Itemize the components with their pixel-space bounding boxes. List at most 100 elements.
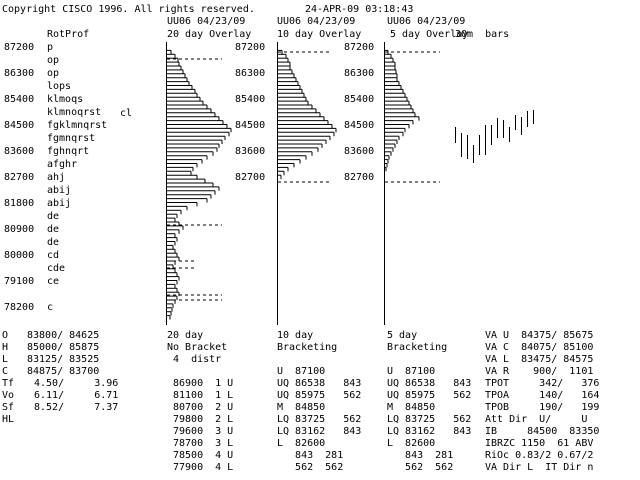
price-label: 83600: [235, 146, 266, 157]
stats-row: UQ 86538 843: [277, 378, 362, 389]
stats-row: 843 281: [387, 450, 454, 461]
stats-row: U 87100: [277, 366, 326, 377]
stats-row: TPOB 190/ 199: [485, 402, 600, 413]
price-label: 86300: [4, 68, 35, 79]
tpo-row: lops: [47, 81, 72, 92]
stats-row: 562 562: [387, 462, 454, 473]
panel-10-header: UU06 04/23/09: [277, 16, 356, 27]
close-marker-label: cl: [120, 108, 133, 119]
tpo-row: ahj: [47, 172, 66, 183]
tpo-row: klmnoqrst: [47, 107, 102, 118]
price-label: 81800: [4, 198, 35, 209]
price-label: 84500: [4, 120, 35, 131]
stats-row: LQ 83162 843: [277, 426, 362, 437]
tpo-row: c: [47, 302, 54, 313]
stats-row: M 84850: [387, 402, 436, 413]
stat-value: 6.11/ 6.71: [34, 390, 119, 401]
rotprof-title: RotProf: [47, 29, 90, 40]
stats-row: LQ 83725 562: [277, 414, 362, 425]
stats-row: 80700 2 U: [173, 402, 234, 413]
stats-row: 562 562: [277, 462, 344, 473]
stats-row: UQ 86538 843: [387, 378, 472, 389]
tpo-row: de: [47, 224, 60, 235]
stats-row: VA R 900/ 1101: [485, 366, 594, 377]
tpo-row: fgklmnqrst: [47, 120, 108, 131]
stats-row: VA Dir L IT Dir n: [485, 462, 594, 473]
stats-row: LQ 83162 843: [387, 426, 472, 437]
price-label: 84500: [235, 120, 266, 131]
stats-title: 5 day: [387, 330, 418, 341]
stat-value: 4.50/ 3.96: [34, 378, 119, 389]
tpo-row: klmoqs: [47, 94, 84, 105]
price-label: 85400: [235, 94, 266, 105]
price-label: 82700: [235, 172, 266, 183]
price-label: 82700: [344, 172, 375, 183]
price-label: 83600: [4, 146, 35, 157]
stat-label: O: [2, 330, 9, 341]
stats-row: RiOc 0.83/2 0.67/2: [485, 450, 594, 461]
stats-row: M 84850: [277, 402, 326, 413]
price-label: 87200: [235, 42, 266, 53]
panel-10-title: 10 day Overlay: [277, 29, 362, 40]
stat-value: 85000/ 85875: [27, 342, 100, 353]
stat-label: H: [2, 342, 9, 353]
price-label: 80900: [4, 224, 35, 235]
tpo-row: op: [47, 55, 60, 66]
price-label: 85400: [344, 94, 375, 105]
stats-row: TPOA 140/ 164: [485, 390, 600, 401]
stat-label: Vo: [2, 390, 15, 401]
panel-5-title: 5 day Overlay: [390, 29, 469, 40]
tpo-row: op: [47, 68, 60, 79]
panel-5-axis: [384, 42, 385, 325]
price-label: 82700: [4, 172, 35, 183]
datetime-text: 24-APR-09 03:18:43: [305, 4, 414, 15]
tpo-row: fghnqrt: [47, 146, 90, 157]
tpo-row: de: [47, 237, 60, 248]
panel-10-axis: [277, 42, 278, 325]
stat-value: 83125/ 83525: [27, 354, 100, 365]
tpo-row: de: [47, 211, 60, 222]
panel-20-header: UU06 04/23/09: [167, 16, 246, 27]
price-label: 87200: [344, 42, 375, 53]
stat-label: HL: [2, 414, 15, 425]
stats-distr: 4 distr: [167, 354, 222, 365]
tpo-row: p: [47, 42, 54, 53]
stats-row: IBRZC 1150 61 ABV: [485, 438, 594, 449]
stats-row: IB 84500 83350: [485, 426, 600, 437]
stats-row: VA L 83475/ 84575: [485, 354, 594, 365]
stats-row: UQ 85975 562: [387, 390, 472, 401]
stats-row: 86900 1 U: [173, 378, 234, 389]
price-label: 87200: [4, 42, 35, 53]
stats-row: 79800 2 L: [173, 414, 234, 425]
stats-row: 79600 3 U: [173, 426, 234, 437]
stats-row: VA C 84075/ 85100: [485, 342, 594, 353]
stat-label: Sf: [2, 402, 15, 413]
stats-subtitle: No Bracket: [167, 342, 228, 353]
stats-row: VA U 84375/ 85675: [485, 330, 594, 341]
panel-20-axis: [166, 42, 167, 325]
stats-title: 10 day: [277, 330, 314, 341]
tpo-row: abij: [47, 185, 72, 196]
price-label: 85400: [4, 94, 35, 105]
stats-row: 843 281: [277, 450, 344, 461]
price-label: 86300: [344, 68, 375, 79]
panel-5-header: UU06 04/23/09: [387, 16, 466, 27]
stat-label: C: [2, 366, 9, 377]
tpo-row: fgmnqrst: [47, 133, 96, 144]
stats-row: 78700 3 L: [173, 438, 234, 449]
tpo-row: cd: [47, 250, 60, 261]
stat-value: 83800/ 84625: [27, 330, 100, 341]
stats-row: L 82600: [387, 438, 436, 449]
stats-row: TPOT 342/ 376: [485, 378, 600, 389]
copyright-text: Copyright CISCO 1996. All rights reserve…: [2, 4, 255, 15]
stats-row: UQ 85975 562: [277, 390, 362, 401]
price-label: 79100: [4, 276, 35, 287]
price-label: 78200: [4, 302, 35, 313]
stats-row: 78500 4 U: [173, 450, 234, 461]
stat-label: L: [2, 354, 9, 365]
stats-row: L 82600: [277, 438, 326, 449]
tpo-row: cde: [47, 263, 66, 274]
panel-20-title: 20 day Overlay: [167, 29, 252, 40]
